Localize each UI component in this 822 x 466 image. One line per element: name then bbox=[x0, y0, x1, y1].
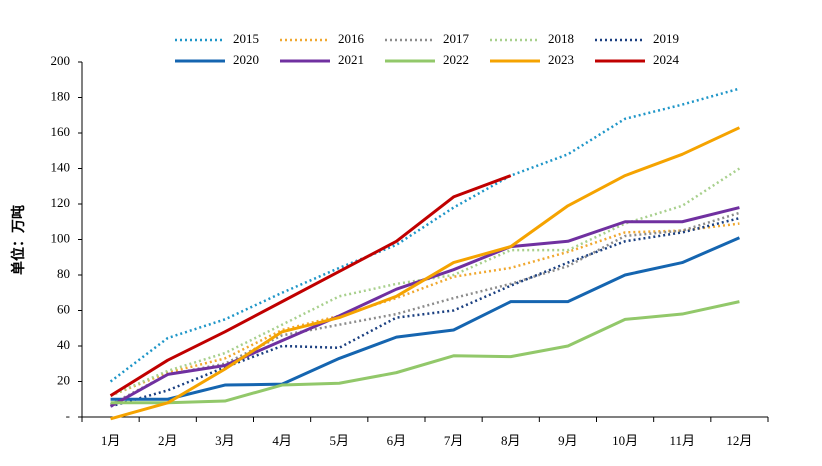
y-tick-label: 20 bbox=[57, 372, 70, 387]
y-tick-label: 80 bbox=[57, 266, 70, 281]
x-tick-label: 5月 bbox=[329, 433, 349, 448]
series-line bbox=[109, 174, 512, 397]
legend-label: 2021 bbox=[338, 52, 364, 67]
x-tick-label: 9月 bbox=[558, 433, 578, 448]
y-tick-label: 200 bbox=[51, 53, 71, 68]
series-line bbox=[110, 167, 741, 397]
series-line bbox=[110, 236, 741, 401]
series-line bbox=[109, 211, 740, 406]
y-tick-label: 40 bbox=[57, 337, 70, 352]
x-tick-label: 6月 bbox=[387, 433, 407, 448]
y-tick-label: 60 bbox=[57, 301, 70, 316]
series-line bbox=[110, 126, 741, 421]
series-line bbox=[110, 222, 740, 397]
legend-label: 2024 bbox=[653, 52, 680, 67]
x-tick-label: 11月 bbox=[669, 433, 695, 448]
legend-label: 2020 bbox=[233, 52, 259, 67]
series-line bbox=[110, 300, 740, 405]
series-line bbox=[110, 216, 740, 408]
y-tick-label: 100 bbox=[51, 230, 71, 245]
x-tick-label: 12月 bbox=[726, 433, 752, 448]
x-tick-label: 7月 bbox=[444, 433, 464, 448]
legend-label: 2023 bbox=[548, 52, 574, 67]
legend-label: 2017 bbox=[443, 31, 470, 46]
series-line bbox=[109, 87, 740, 383]
y-tick-label: 140 bbox=[51, 159, 71, 174]
y-tick-label: - bbox=[66, 408, 70, 423]
legend-label: 2018 bbox=[548, 31, 574, 46]
x-tick-label: 8月 bbox=[501, 433, 521, 448]
y-axis-label: 单位：万吨 bbox=[10, 205, 27, 275]
y-tick-label: 120 bbox=[51, 195, 71, 210]
legend-label: 2019 bbox=[653, 31, 679, 46]
legend-label: 2022 bbox=[443, 52, 469, 67]
x-tick-label: 4月 bbox=[272, 433, 292, 448]
x-tick-label: 3月 bbox=[215, 433, 235, 448]
x-tick-label: 1月 bbox=[101, 433, 121, 448]
legend-label: 2016 bbox=[338, 31, 365, 46]
x-tick-label: 2月 bbox=[158, 433, 178, 448]
x-tick-label: 10月 bbox=[612, 433, 638, 448]
y-tick-label: 180 bbox=[51, 88, 71, 103]
y-tick-label: 160 bbox=[51, 124, 71, 139]
legend-label: 2015 bbox=[233, 31, 259, 46]
